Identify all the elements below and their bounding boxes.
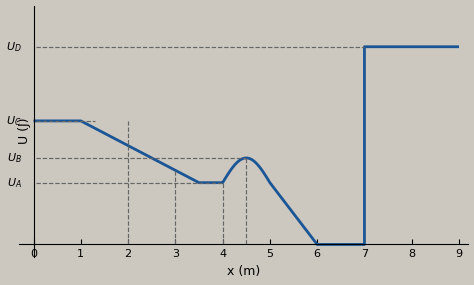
Text: $U_C$: $U_C$: [6, 114, 22, 128]
X-axis label: x (m): x (m): [227, 265, 261, 278]
Text: $U_D$: $U_D$: [6, 40, 22, 54]
Text: $U_B$: $U_B$: [7, 151, 22, 165]
Text: $U_A$: $U_A$: [7, 176, 22, 190]
Y-axis label: U (J): U (J): [18, 118, 31, 144]
